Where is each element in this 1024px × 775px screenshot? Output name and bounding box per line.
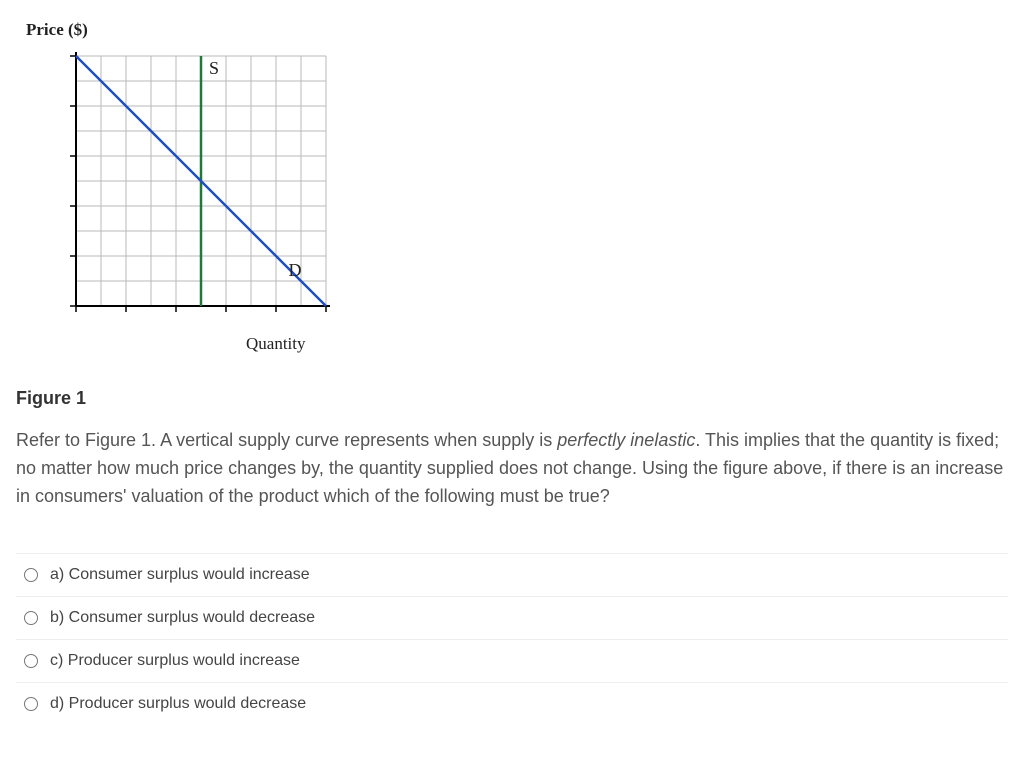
radio-icon	[24, 611, 38, 625]
y-axis-label: Price ($)	[26, 20, 1008, 40]
svg-text:D: D	[289, 260, 302, 280]
figure-label: Figure 1	[16, 388, 1008, 409]
option-d[interactable]: d) Producer surplus would decrease	[16, 682, 1008, 725]
supply-demand-chart: SD	[46, 46, 1008, 326]
options-list: a) Consumer surplus would increase b) Co…	[16, 553, 1008, 725]
option-label: a) Consumer surplus would increase	[50, 566, 310, 584]
chart-svg: SD	[46, 46, 336, 326]
option-label: b) Consumer surplus would decrease	[50, 609, 315, 627]
svg-text:S: S	[209, 58, 219, 78]
option-label: d) Producer surplus would decrease	[50, 695, 306, 713]
radio-icon	[24, 654, 38, 668]
option-b[interactable]: b) Consumer surplus would decrease	[16, 596, 1008, 639]
option-label: c) Producer surplus would increase	[50, 652, 300, 670]
question-pre: Refer to Figure 1. A vertical supply cur…	[16, 430, 557, 450]
radio-icon	[24, 568, 38, 582]
question-page: Price ($) SD Quantity Figure 1 Refer to …	[0, 0, 1024, 765]
question-text: Refer to Figure 1. A vertical supply cur…	[16, 427, 1006, 511]
radio-icon	[24, 697, 38, 711]
x-axis-label: Quantity	[246, 334, 1008, 354]
option-a[interactable]: a) Consumer surplus would increase	[16, 553, 1008, 596]
question-italic: perfectly inelastic	[557, 430, 695, 450]
option-c[interactable]: c) Producer surplus would increase	[16, 639, 1008, 682]
